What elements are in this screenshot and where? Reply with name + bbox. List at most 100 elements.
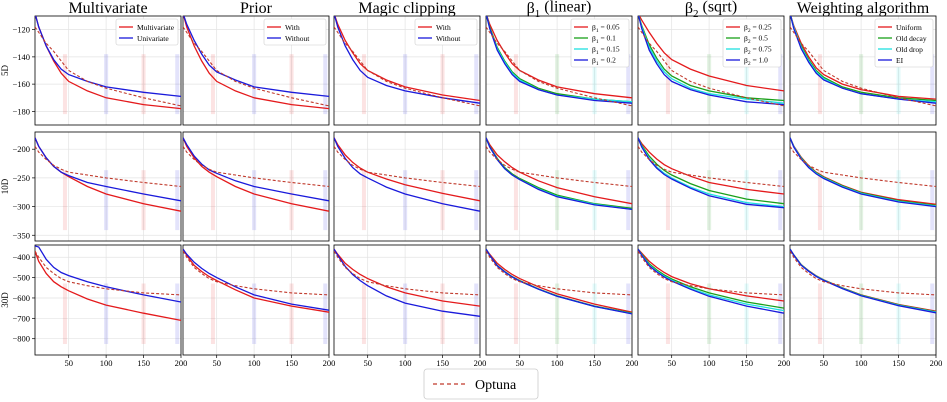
x-tick-label: 50 xyxy=(212,358,221,368)
series-line-ei xyxy=(790,137,936,208)
row-label-10d: 10D xyxy=(0,178,10,194)
series-line-without xyxy=(183,16,329,98)
optuna-line xyxy=(486,250,632,296)
distribution-band xyxy=(513,283,518,344)
distribution-band xyxy=(896,54,901,115)
series-line-with xyxy=(183,248,329,313)
x-tick-label: 50 xyxy=(667,358,676,368)
panel-lines xyxy=(638,137,784,209)
series-line-with xyxy=(183,137,329,212)
optuna-line xyxy=(638,26,784,107)
legend-label-2-0-5: β2 = 0.5 xyxy=(744,33,768,45)
legend-label-2-0-25: β2 = 0.25 xyxy=(744,22,772,34)
panel-lines xyxy=(334,248,480,317)
distribution-band xyxy=(592,283,597,344)
panel-frame xyxy=(485,244,633,356)
optuna-line xyxy=(486,26,632,107)
distribution-band xyxy=(210,170,215,231)
x-tick-label: 150 xyxy=(436,358,449,368)
distribution-band xyxy=(592,170,597,231)
distribution-band xyxy=(555,170,560,231)
series-line-2-1-0 xyxy=(638,16,784,106)
distribution-band xyxy=(361,170,366,231)
legend-box xyxy=(874,18,934,68)
distribution-band xyxy=(62,54,67,115)
distribution-band xyxy=(104,283,109,344)
column-title-weighting-algorithm: Weighting algorithm xyxy=(797,0,930,17)
y-tick-label: −350 xyxy=(12,230,30,240)
distribution-band xyxy=(474,54,479,115)
x-tick-label: 200 xyxy=(778,358,791,368)
panel-lines xyxy=(334,137,480,212)
row-label-30d: 30D xyxy=(0,292,10,308)
x-tick-label: 200 xyxy=(323,358,336,368)
distribution-band xyxy=(744,170,749,231)
x-tick-label: 50 xyxy=(64,358,73,368)
legend-label-2-0-75: β2 = 0.75 xyxy=(744,44,772,56)
legend-label-1-0-15: β1 = 0.15 xyxy=(592,44,620,56)
distribution-band xyxy=(513,170,518,231)
panel-prior-30d: 50 100 150 200 xyxy=(182,244,336,368)
y-tick-label: −160 xyxy=(12,79,30,89)
panel-multivariate-10d: −200 −250 −300 −350 xyxy=(12,131,182,242)
x-tick-label: 200 xyxy=(474,358,487,368)
optuna-legend-label: Optuna xyxy=(475,378,517,393)
panel-lines xyxy=(486,248,632,315)
x-tick-label: 100 xyxy=(703,358,716,368)
legend-label-1-0-2: β1 = 0.2 xyxy=(592,55,616,67)
column-title-1-linear: β1 (linear) xyxy=(527,0,592,20)
x-tick-label: 200 xyxy=(930,358,943,368)
legend-label-without: Without xyxy=(436,34,461,43)
series-line-2-0-25 xyxy=(638,16,784,92)
optuna-line xyxy=(790,250,936,296)
y-tick-label: −500 xyxy=(12,273,30,283)
x-tick-label: 150 xyxy=(892,358,905,368)
legend-label-ei: EI xyxy=(896,56,904,65)
x-tick-label: 100 xyxy=(551,358,564,368)
series-line-ei xyxy=(790,16,936,104)
panel-frame xyxy=(637,15,785,126)
series-line-with xyxy=(334,137,480,202)
panel-weighting-algorithm-10d xyxy=(789,131,937,242)
panel-lines xyxy=(35,16,181,110)
y-tick-label: −800 xyxy=(12,334,30,344)
distribution-band xyxy=(175,54,180,115)
panel-frame xyxy=(637,244,785,356)
optuna-line xyxy=(638,250,784,296)
distribution-band xyxy=(403,170,408,231)
optuna-line xyxy=(35,26,181,107)
panel-lines xyxy=(183,16,329,110)
distribution-band xyxy=(289,54,294,115)
distribution-band xyxy=(141,170,146,231)
panel-weighting-algorithm-30d: 50 100 150 200 xyxy=(789,244,943,368)
panel-frame xyxy=(789,244,937,356)
distribution-band xyxy=(62,170,67,231)
series-line-univariate xyxy=(35,245,181,303)
legend-label-2-1-0: β2 = 1.0 xyxy=(744,55,768,67)
panel-prior-5d: With Without xyxy=(182,15,330,126)
legend-label-multivariate: Multivariate xyxy=(137,23,175,32)
distribution-band xyxy=(289,283,294,344)
optuna-line xyxy=(334,146,480,188)
optuna-legend: Optuna xyxy=(423,368,539,400)
x-tick-label: 50 xyxy=(363,358,372,368)
optuna-line xyxy=(183,250,329,296)
x-tick-label: 150 xyxy=(285,358,298,368)
panel-lines xyxy=(790,137,936,208)
optuna-line xyxy=(35,250,181,296)
distribution-band xyxy=(210,54,215,115)
y-tick-label: −300 xyxy=(12,202,30,212)
series-line-1-0-05 xyxy=(486,137,632,205)
panel-multivariate-30d: −400 −500 −600 −700 −800 50 100 150 200 xyxy=(12,244,187,368)
optuna-line xyxy=(183,26,329,107)
panel-legend: With Without xyxy=(414,18,478,46)
panel-multivariate-5d: −120 −140 −160 −180 Multivariate Univariate xyxy=(12,15,182,126)
distribution-band xyxy=(859,54,864,115)
distribution-band xyxy=(626,170,631,231)
panel-lines xyxy=(638,248,784,314)
legend-label-with: With xyxy=(436,23,451,32)
optuna-line xyxy=(790,26,936,107)
